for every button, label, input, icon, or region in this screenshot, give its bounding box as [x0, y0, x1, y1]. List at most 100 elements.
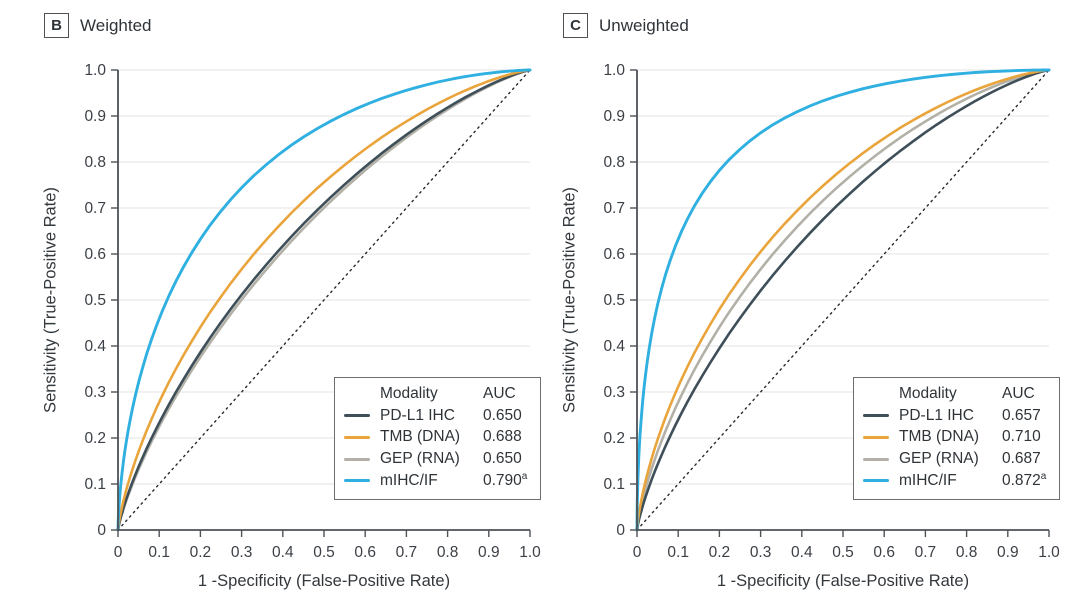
x-tick-label: 0.9	[478, 544, 500, 561]
legend-swatch-cell	[863, 428, 899, 446]
legend-line-swatch	[344, 479, 370, 483]
x-tick-label: 0.5	[313, 544, 335, 561]
legend-header-auc: AUC	[483, 384, 516, 402]
y-tick-label: 0.9	[84, 108, 106, 125]
y-tick-label: 0.3	[84, 384, 106, 401]
y-tick-label: 0.7	[603, 200, 625, 217]
auc-value: 0.650	[483, 406, 522, 424]
legend: Modality AUC PD-L1 IHC 0.650 TMB (DNA) 0.688 G…	[334, 377, 541, 500]
auc-value: 0.650	[483, 450, 522, 468]
legend-series-name: mIHC/IF	[899, 472, 957, 490]
legend-series-auc: 0.687	[1002, 450, 1055, 468]
x-tick-label: 0.2	[190, 544, 212, 561]
x-tick-label: 0.1	[667, 544, 689, 561]
x-tick-label: 0.3	[750, 544, 772, 561]
y-tick-label: 0.6	[603, 246, 625, 263]
axis-ticks: 0 0.1 0.2 0.3 0.4 0.5 0.6 0.7 0.8 0.9 1.0 0 0.1 0.2 0.…	[84, 62, 541, 561]
auc-value: 0.657	[1002, 406, 1041, 424]
y-tick-label: 0.1	[603, 476, 625, 493]
legend-series-auc: 0.650	[483, 450, 536, 468]
panel-title: Unweighted	[599, 16, 689, 35]
legend-header-modality: Modality	[899, 384, 957, 402]
legend: Modality AUC PD-L1 IHC 0.657 TMB (DNA) 0.710 G…	[853, 377, 1060, 500]
auc-value: 0.872	[1002, 472, 1041, 490]
legend-header-modality: Modality	[380, 384, 438, 402]
y-tick-label: 0.1	[84, 476, 106, 493]
reference-diagonal	[117, 69, 531, 531]
legend-series-auc: 0.650	[483, 407, 536, 425]
legend-series-name: GEP (RNA)	[899, 450, 979, 468]
auc-value: 0.687	[1002, 450, 1041, 468]
x-tick-label: 0.1	[148, 544, 170, 561]
x-tick-label: 0.8	[956, 544, 978, 561]
legend-swatch-cell	[344, 472, 380, 490]
x-tick-label: 0.3	[231, 544, 253, 561]
legend-line-swatch	[863, 479, 889, 483]
y-tick-label: 0.2	[84, 430, 106, 447]
x-tick-label: 0.4	[272, 544, 294, 561]
roc-plot-unweighted: 0 0.1 0.2 0.3 0.4 0.5 0.6 0.7 0.8 0.9 1.0 0 0.1 0.2 0.…	[603, 62, 1060, 561]
y-tick-label: 0.4	[603, 338, 625, 355]
legend-series-name: PD-L1 IHC	[899, 406, 974, 424]
legend-swatch-cell	[863, 472, 899, 490]
auc-value: 0.790	[483, 472, 522, 490]
legend-swatch-cell	[344, 450, 380, 468]
y-tick-label: 0.8	[84, 154, 106, 171]
y-tick-label: 1.0	[603, 62, 625, 79]
y-tick-label: 0.5	[603, 292, 625, 309]
y-axis-title: Sensitivity (True-Positive Rate)	[41, 187, 60, 413]
y-tick-label: 0.7	[84, 200, 106, 217]
roc-plot-weighted: 0 0.1 0.2 0.3 0.4 0.5 0.6 0.7 0.8 0.9 1.0 0 0.1 0.2 0.…	[84, 62, 541, 561]
panel-weighted: 0 0.1 0.2 0.3 0.4 0.5 0.6 0.7 0.8 0.9 1.0 0 0.1 0.2 0.…	[41, 13, 541, 590]
auc-value: 0.710	[1002, 428, 1041, 446]
legend-series-name: TMB (DNA)	[899, 428, 980, 446]
auc-value: 0.688	[483, 428, 522, 446]
x-tick-label: 1.0	[1038, 544, 1060, 561]
legend-series-name: mIHC/IF	[380, 472, 438, 490]
legend-series-name: TMB (DNA)	[380, 428, 461, 446]
roc-curves	[635, 68, 1051, 532]
x-tick-label: 0	[114, 544, 123, 561]
panel-unweighted: 0 0.1 0.2 0.3 0.4 0.5 0.6 0.7 0.8 0.9 1.0 0 0.1 0.2 0.…	[519, 0, 1080, 604]
y-tick-label: 0.8	[603, 154, 625, 171]
roc-curve-mihc-if	[635, 68, 1051, 532]
y-tick-label: 0.5	[84, 292, 106, 309]
x-tick-label: 0.7	[396, 544, 418, 561]
legend-line-swatch	[344, 435, 370, 439]
y-tick-label: 0.3	[603, 384, 625, 401]
x-tick-label: 0.9	[997, 544, 1019, 561]
panel-title: Weighted	[80, 16, 152, 35]
x-tick-label: 0.6	[354, 544, 376, 561]
roc-curve-mihc-if	[116, 68, 532, 532]
auc-footnote-marker: a	[1040, 470, 1047, 482]
legend-line-swatch	[863, 414, 889, 418]
legend-line-swatch	[344, 414, 370, 418]
reference-diagonal	[636, 69, 1050, 531]
legend-series-auc: 0.872a	[1002, 470, 1055, 490]
legend-series-name: GEP (RNA)	[380, 450, 460, 468]
legend-line-swatch	[863, 435, 889, 439]
x-tick-label: 0.6	[873, 544, 895, 561]
legend-swatch-cell	[863, 407, 899, 425]
legend-swatch-cell	[344, 407, 380, 425]
roc-curves	[116, 68, 532, 532]
auc-footnote-marker: a	[521, 470, 528, 482]
x-axis-title: 1 -Specificity (False-Positive Rate)	[716, 572, 970, 590]
y-tick-label: 0	[616, 522, 625, 539]
legend-swatch-cell	[863, 450, 899, 468]
y-tick-label: 1.0	[84, 62, 106, 79]
panel-label-badge: C	[563, 13, 588, 38]
y-axis-title: Sensitivity (True-Positive Rate)	[560, 187, 579, 413]
y-tick-label: 0.9	[603, 108, 625, 125]
x-tick-label: 0.4	[791, 544, 813, 561]
legend-swatch-cell	[344, 428, 380, 446]
legend-series-auc: 0.710	[1002, 428, 1055, 446]
x-tick-label: 1.0	[519, 544, 541, 561]
y-tick-label: 0.6	[84, 246, 106, 263]
legend-series-auc: 0.688	[483, 428, 536, 446]
x-tick-label: 0	[633, 544, 642, 561]
legend-series-auc: 0.790a	[483, 470, 536, 490]
legend-line-swatch	[344, 457, 370, 461]
panel-label-badge: B	[44, 13, 69, 38]
